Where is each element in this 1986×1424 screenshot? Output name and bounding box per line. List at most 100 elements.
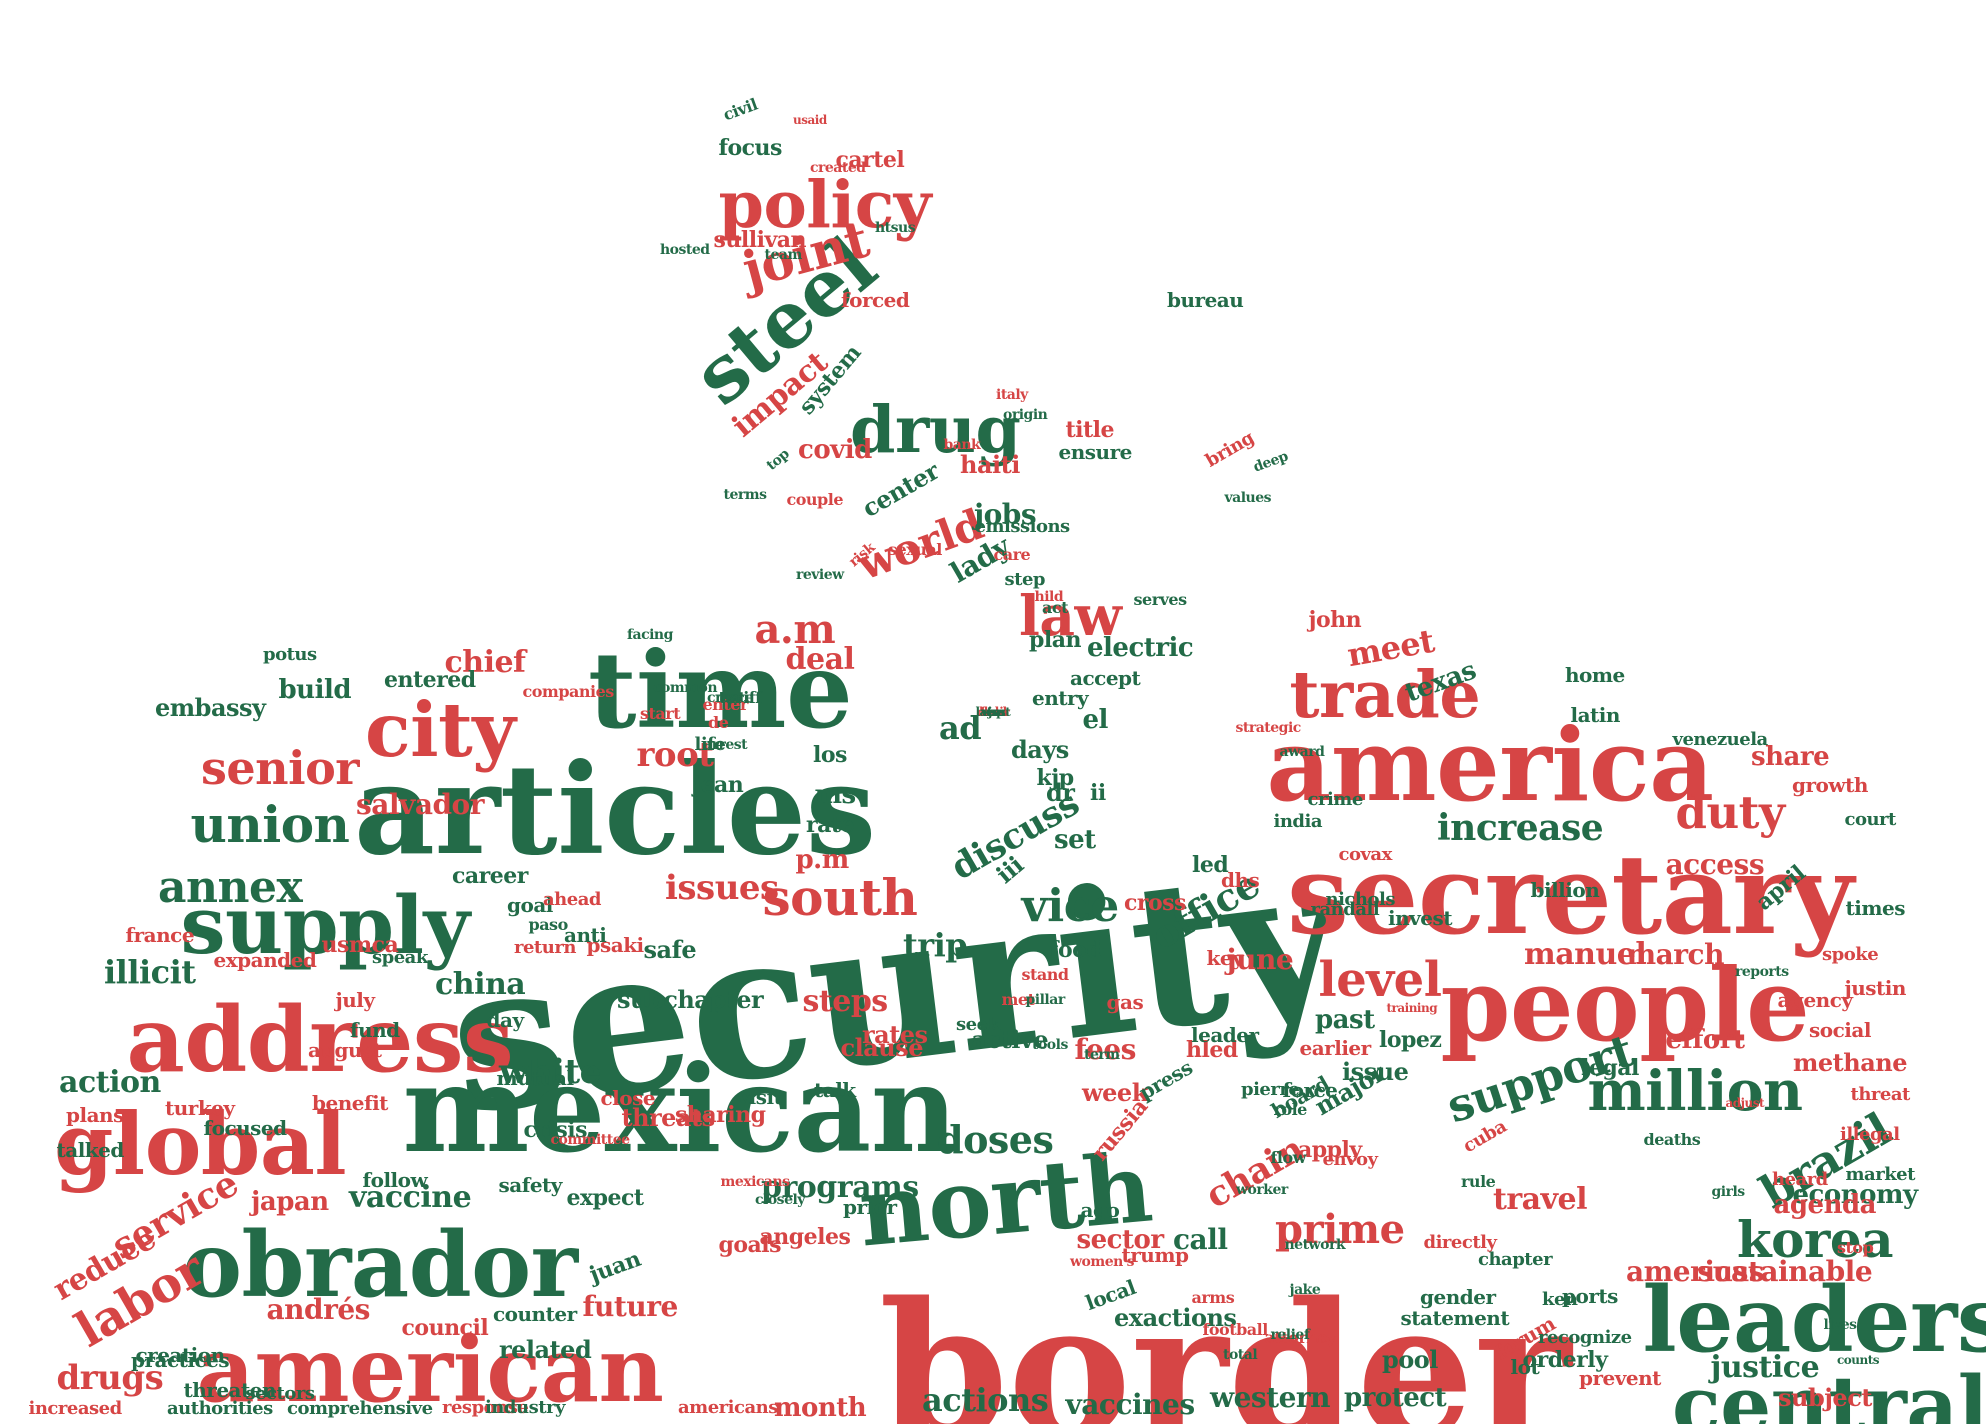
cloud-word: serves xyxy=(1133,590,1188,609)
cloud-word: actions xyxy=(922,1381,1049,1419)
cloud-word: union xyxy=(190,795,350,854)
cloud-word: potus xyxy=(263,644,317,665)
cloud-word: rate xyxy=(806,812,855,838)
cloud-word: jr xyxy=(988,705,998,719)
cloud-word: los xyxy=(813,742,847,768)
cloud-word: france xyxy=(125,923,195,947)
cloud-word: created xyxy=(810,160,866,176)
cloud-word: august xyxy=(308,1038,382,1062)
cloud-word: flow xyxy=(1270,1148,1307,1167)
cloud-word: city xyxy=(365,685,516,774)
cloud-word: billion xyxy=(1530,878,1600,902)
cloud-word: crisis xyxy=(523,1117,588,1143)
cloud-word: speak xyxy=(372,947,428,968)
cloud-word: chief xyxy=(444,645,526,680)
cloud-word: de xyxy=(708,713,729,732)
cloud-word: month xyxy=(774,1393,867,1423)
cloud-word: issues xyxy=(665,868,779,908)
cloud-word: create xyxy=(707,690,754,706)
cloud-word: protect xyxy=(1344,1383,1447,1413)
cloud-word: title xyxy=(1065,417,1115,443)
cloud-word: march xyxy=(1626,938,1725,971)
cloud-word: term xyxy=(1084,1047,1120,1063)
cloud-word: july xyxy=(335,988,376,1012)
cloud-word: force xyxy=(1282,1078,1338,1102)
cloud-word: bank xyxy=(943,437,981,453)
cloud-word: led xyxy=(1192,852,1229,878)
cloud-word: american xyxy=(196,1317,664,1423)
cloud-word: expanded xyxy=(213,948,317,972)
cloud-word: past xyxy=(1315,1005,1375,1035)
cloud-word: htsus xyxy=(875,220,916,236)
cloud-word: italy xyxy=(996,387,1028,403)
cloud-word: korea xyxy=(1737,1210,1894,1269)
cloud-word: vaccine xyxy=(349,1180,472,1215)
cloud-word: center xyxy=(856,456,944,523)
cloud-word: counter xyxy=(493,1302,577,1326)
cloud-word: authorities xyxy=(167,1398,273,1419)
cloud-word: el xyxy=(1082,705,1109,735)
cloud-word: travel xyxy=(1493,1182,1588,1217)
cloud-word: directly xyxy=(1423,1232,1497,1253)
cloud-word: jean xyxy=(693,772,744,798)
cloud-word: deaths xyxy=(1643,1130,1701,1149)
cloud-word: cap xyxy=(982,705,1004,719)
cloud-word: ahead xyxy=(543,889,601,910)
cloud-word: adjust xyxy=(1725,1096,1765,1110)
cloud-word: ec xyxy=(986,705,1000,719)
cloud-word: obrador xyxy=(182,1212,578,1318)
cloud-word: sectors xyxy=(245,1383,315,1404)
cloud-word: terms xyxy=(723,487,767,503)
cloud-word: salvador xyxy=(356,788,484,821)
cloud-word: trade xyxy=(1289,656,1481,733)
cloud-word: share xyxy=(1751,742,1830,772)
cloud-word: doses xyxy=(937,1117,1054,1162)
cloud-word: hosted xyxy=(660,242,710,258)
cloud-word: goals xyxy=(718,1232,782,1258)
cloud-word: invest xyxy=(1388,906,1452,930)
cloud-word: ensure xyxy=(1058,440,1133,464)
cloud-word: latin xyxy=(1570,703,1621,727)
cloud-word: civil xyxy=(720,94,760,125)
cloud-word: trump xyxy=(1121,1243,1189,1267)
cloud-word: covid xyxy=(798,435,872,465)
cloud-word: deal xyxy=(785,642,855,677)
cloud-word: juan xyxy=(586,1245,645,1289)
cloud-word: pool xyxy=(1382,1345,1438,1374)
cloud-word: dhs xyxy=(1221,868,1260,892)
cloud-word: plans xyxy=(66,1103,124,1127)
cloud-word: active xyxy=(971,1025,1049,1054)
cloud-word: india xyxy=(1273,811,1323,832)
cloud-word: south xyxy=(762,868,918,927)
cloud-word: latest xyxy=(975,705,1011,719)
cloud-word: worker xyxy=(1236,1182,1288,1198)
cloud-word: americans xyxy=(678,1397,778,1418)
cloud-word: relief xyxy=(1270,1327,1310,1343)
cloud-word: subchapter xyxy=(617,985,764,1014)
cloud-word: envoy xyxy=(1322,1149,1378,1170)
cloud-word: usmca xyxy=(321,932,399,958)
cloud-word: gas xyxy=(1106,990,1144,1014)
cloud-word: pillar xyxy=(1025,992,1066,1008)
cloud-word: rule xyxy=(1461,1172,1496,1191)
cloud-word: tools xyxy=(1032,1037,1068,1053)
cloud-word: senior xyxy=(201,741,360,795)
cloud-word: build xyxy=(278,675,352,705)
cloud-word: subject xyxy=(1778,1383,1872,1412)
cloud-word: leader xyxy=(1191,1023,1259,1047)
cloud-word: food xyxy=(1049,937,1102,963)
cloud-word: vice xyxy=(1021,878,1120,932)
cloud-word: nichols xyxy=(1325,889,1396,910)
cloud-word: time xyxy=(588,627,853,752)
cloud-word: hled xyxy=(1186,1037,1238,1063)
cloud-word: legal xyxy=(1581,1055,1639,1081)
cloud-word: team xyxy=(764,247,803,263)
cloud-word: clause xyxy=(840,1033,924,1062)
cloud-word: steps xyxy=(802,984,889,1019)
cloud-word: mexicans xyxy=(720,1174,791,1190)
cloud-word: trip xyxy=(903,926,968,964)
cloud-word: council xyxy=(401,1315,489,1341)
cloud-word: entry xyxy=(1032,686,1089,710)
cloud-word: enter xyxy=(702,695,749,714)
